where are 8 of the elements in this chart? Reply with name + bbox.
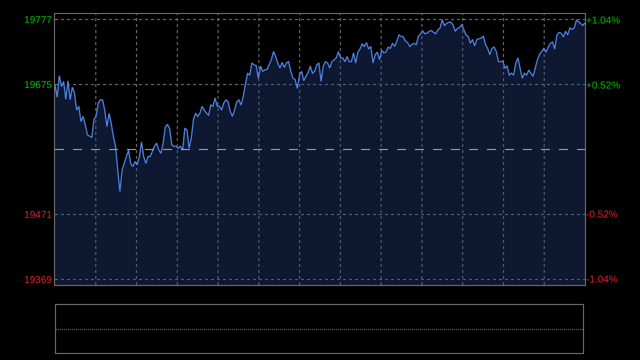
- y2-tick-label: +1.04%: [586, 16, 620, 27]
- y2-tick-label: -1.04%: [586, 274, 618, 286]
- y2-tick-label: -0.52%: [586, 210, 618, 221]
- y2-tick-label: +0.52%: [586, 80, 620, 92]
- y-tick-label: 19675: [24, 80, 52, 92]
- y-tick-label: 19471: [24, 210, 52, 221]
- y-tick-label: 19777: [24, 15, 52, 26]
- y-tick-label: 19369: [24, 274, 52, 286]
